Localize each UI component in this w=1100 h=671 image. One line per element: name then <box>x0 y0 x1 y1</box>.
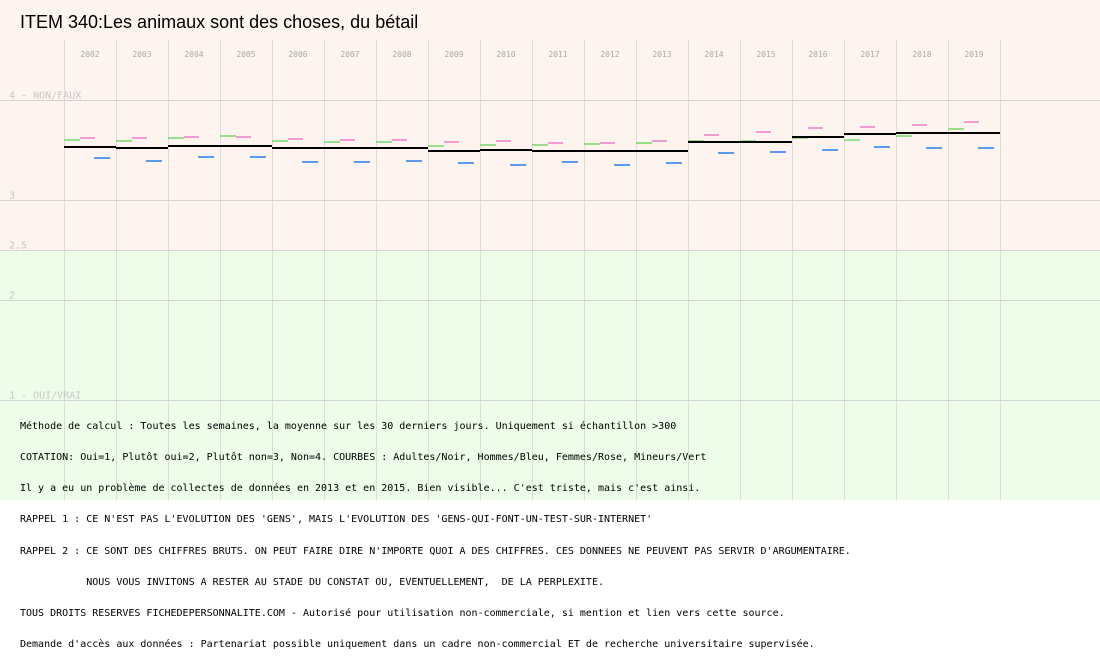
x-tick-label: 2009 <box>444 50 463 59</box>
plot-band <box>0 250 1100 500</box>
x-tick-label: 2006 <box>288 50 307 59</box>
chart-container: 4 - NON/FAUX 3 2.5 2 1 - OUI/VRAI 2002 2003 200… <box>0 0 1100 650</box>
x-tick-label: 2011 <box>548 50 567 59</box>
chart-svg: 4 - NON/FAUX 3 2.5 2 1 - OUI/VRAI 2002 2003 200… <box>0 0 1100 500</box>
x-tick-label: 2014 <box>704 50 723 59</box>
note-line: RAPPEL 1 : CE N'EST PAS L'EVOLUTION DES … <box>20 514 653 526</box>
note-line: NOUS VOUS INVITONS A RESTER AU STADE DU … <box>20 576 604 588</box>
x-tick-label: 2004 <box>184 50 203 59</box>
note-line: Demande d'accès aux données : Partenaria… <box>20 639 815 651</box>
x-tick-label: 2018 <box>912 50 931 59</box>
note-line: Méthode de calcul : Toutes les semaines,… <box>20 420 677 432</box>
x-tick-label: 2016 <box>808 50 827 59</box>
x-tick-label: 2005 <box>236 50 255 59</box>
note-line: RAPPEL 2 : CE SONT DES CHIFFRES BRUTS. O… <box>20 545 851 557</box>
x-tick-label: 2019 <box>964 50 983 59</box>
x-tick-label: 2017 <box>860 50 879 59</box>
y-tick-label: 2.5 <box>9 241 27 252</box>
x-tick-label: 2013 <box>652 50 671 59</box>
x-tick-label: 2008 <box>392 50 411 59</box>
y-tick-label: 1 - OUI/VRAI <box>9 391 81 402</box>
chart-title: ITEM 340:Les animaux sont des choses, du… <box>20 12 419 32</box>
x-tick-label: 2012 <box>600 50 619 59</box>
note-line: COTATION: Oui=1, Plutôt oui=2, Plutôt no… <box>20 452 707 464</box>
x-tick-label: 2007 <box>340 50 359 59</box>
y-tick-label: 4 - NON/FAUX <box>9 91 81 102</box>
x-tick-label: 2003 <box>132 50 151 59</box>
x-tick-label: 2002 <box>80 50 99 59</box>
y-tick-label: 3 <box>9 191 15 202</box>
y-tick-label: 2 <box>9 291 15 302</box>
x-tick-label: 2015 <box>756 50 775 59</box>
x-tick-label: 2010 <box>496 50 515 59</box>
chart-notes: Méthode de calcul : Toutes les semaines,… <box>20 401 851 671</box>
note-line: Il y a eu un problème de collectes de do… <box>20 483 701 495</box>
note-line: TOUS DROITS RESERVES FICHEDEPERSONNALITE… <box>20 608 785 620</box>
plot-band <box>0 100 1100 250</box>
plot-band-top <box>0 0 1100 100</box>
